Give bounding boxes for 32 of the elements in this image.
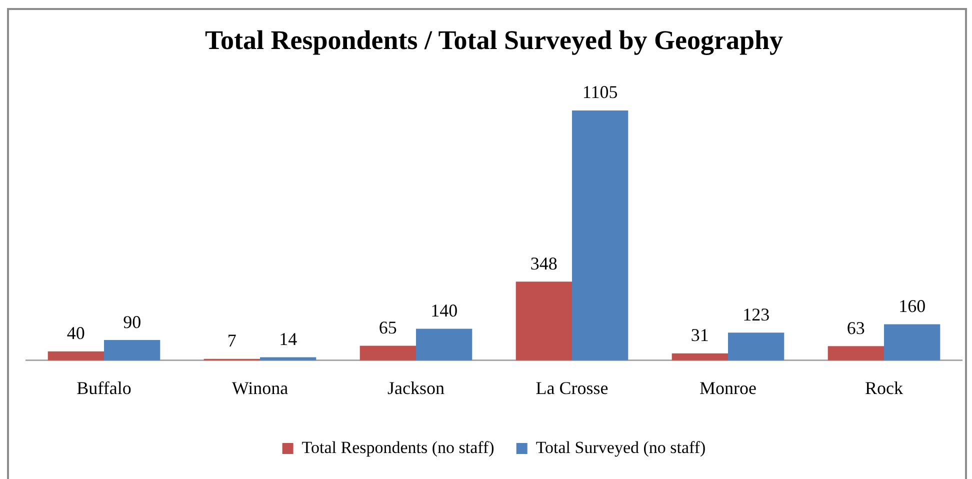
data-label: 7 bbox=[227, 330, 236, 351]
bar bbox=[516, 282, 572, 360]
data-label: 14 bbox=[279, 328, 298, 349]
chart-title: Total Respondents / Total Surveyed by Geography bbox=[204, 25, 784, 56]
bar bbox=[728, 332, 784, 360]
x-tick-label: Winona bbox=[232, 378, 288, 398]
bar bbox=[672, 353, 728, 360]
x-tick-label: Monroe bbox=[700, 378, 756, 398]
x-tick-label: Buffalo bbox=[76, 378, 132, 398]
bar bbox=[360, 346, 416, 360]
bar bbox=[48, 351, 104, 360]
data-label: 1105 bbox=[582, 82, 618, 102]
bar bbox=[572, 110, 628, 360]
data-label: 31 bbox=[690, 325, 709, 346]
bar bbox=[828, 346, 884, 360]
data-label: 90 bbox=[123, 312, 142, 332]
data-label: 160 bbox=[898, 296, 926, 316]
bar bbox=[260, 357, 316, 360]
legend-label: Total Surveyed (no staff) bbox=[536, 438, 706, 457]
data-label: 40 bbox=[66, 323, 85, 344]
data-label: 65 bbox=[378, 317, 397, 338]
legend-label: Total Respondents (no staff) bbox=[302, 438, 494, 457]
bar bbox=[104, 340, 160, 360]
bar bbox=[416, 328, 472, 360]
data-label: 123 bbox=[742, 304, 770, 324]
bar bbox=[884, 324, 940, 360]
x-tick-label: La Crosse bbox=[536, 378, 608, 398]
x-tick-label: Rock bbox=[865, 378, 903, 398]
data-label: 63 bbox=[846, 318, 865, 338]
data-label: 140 bbox=[430, 300, 458, 320]
data-label: 348 bbox=[530, 253, 558, 274]
x-tick-label: Jackson bbox=[388, 378, 444, 398]
